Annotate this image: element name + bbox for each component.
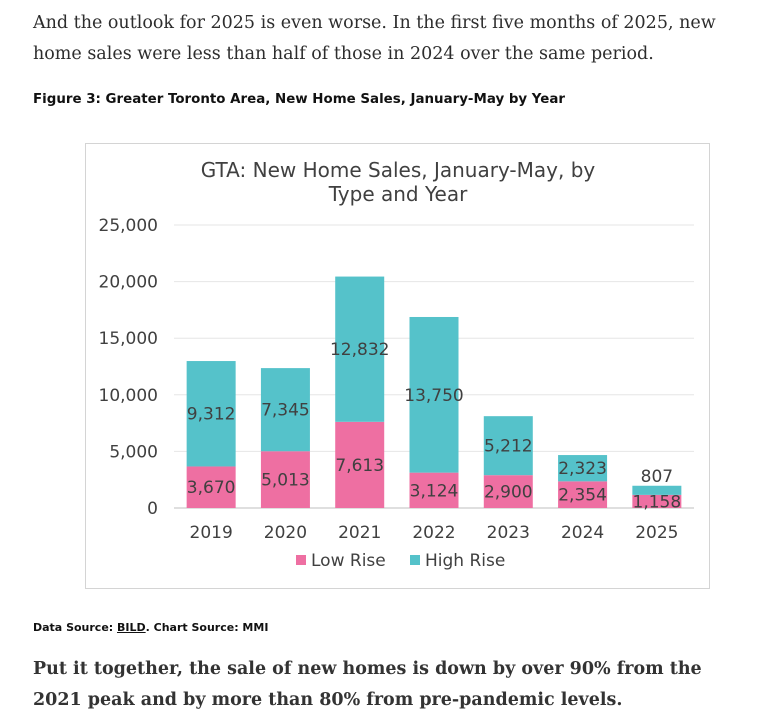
y-tick-label: 0 [147, 499, 158, 519]
bar-high-rise-2020 [260, 368, 310, 452]
bar-low-rise-2024 [558, 481, 608, 508]
y-tick-label: 15,000 [99, 329, 158, 349]
x-tick-label: 2022 [412, 523, 455, 543]
bar-high-rise-2023 [483, 416, 533, 476]
x-tick-label: 2024 [561, 523, 604, 543]
data-label-low-rise: 7,613 [335, 456, 384, 476]
x-tick-label: 2019 [190, 523, 233, 543]
data-label-low-rise: 2,900 [484, 483, 533, 503]
chart-container: GTA: New Home Sales, January-May, by Type… [85, 143, 710, 589]
data-label-high-rise: 13,750 [404, 386, 463, 406]
data-label-high-rise: 807 [641, 467, 673, 487]
x-tick-label: 2020 [264, 523, 307, 543]
bar-high-rise-2024 [558, 455, 608, 482]
chart-title-line: Type and Year [328, 182, 468, 206]
chart-title-line: GTA: New Home Sales, January-May, by [201, 158, 596, 182]
data-label-low-rise: 3,670 [187, 478, 236, 498]
y-tick-label: 5,000 [109, 442, 158, 462]
bar-low-rise-2021 [335, 421, 385, 508]
data-label-low-rise: 5,013 [261, 471, 310, 491]
intro-paragraph: And the outlook for 2025 is even worse. … [33, 13, 716, 64]
stacked-bar-chart: GTA: New Home Sales, January-May, byType… [99, 158, 694, 571]
bar-low-rise-2025 [632, 494, 682, 508]
bar-high-rise-2019 [186, 361, 236, 467]
bar-low-rise-2023 [483, 475, 533, 508]
source-suffix: . Chart Source: MMI [145, 621, 269, 634]
y-tick-label: 10,000 [99, 386, 158, 406]
bar-high-rise-2021 [335, 276, 385, 422]
source-note: Data Source: BILD. Chart Source: MMI [33, 621, 268, 634]
bar-high-rise-2022 [409, 316, 459, 473]
data-label-low-rise: 1,158 [633, 492, 682, 512]
source-prefix: Data Source: [33, 621, 118, 634]
data-label-high-rise: 12,832 [330, 340, 389, 360]
legend-label-high-rise: High Rise [425, 551, 505, 571]
data-label-high-rise: 9,312 [187, 405, 236, 425]
data-label-low-rise: 2,354 [558, 486, 607, 506]
x-tick-label: 2021 [338, 523, 381, 543]
data-label-low-rise: 3,124 [410, 481, 459, 501]
y-tick-label: 20,000 [99, 273, 158, 293]
conclusion-paragraph: Put it together, the sale of new homes i… [33, 659, 702, 710]
data-label-high-rise: 7,345 [261, 401, 310, 421]
y-tick-label: 25,000 [99, 216, 158, 236]
data-label-high-rise: 2,323 [558, 459, 607, 479]
bar-low-rise-2020 [260, 451, 310, 508]
bar-low-rise-2019 [186, 466, 236, 508]
bar-low-rise-2022 [409, 472, 459, 508]
legend-label-low-rise: Low Rise [311, 551, 386, 571]
legend-swatch-low-rise [296, 555, 306, 565]
x-tick-label: 2023 [487, 523, 530, 543]
bar-high-rise-2025 [632, 485, 682, 495]
legend-swatch-high-rise [410, 555, 420, 565]
data-label-high-rise: 5,212 [484, 437, 533, 457]
figure-caption: Figure 3: Greater Toronto Area, New Home… [33, 92, 565, 107]
x-tick-label: 2025 [635, 523, 678, 543]
source-link-bild[interactable]: BILD [117, 621, 146, 634]
